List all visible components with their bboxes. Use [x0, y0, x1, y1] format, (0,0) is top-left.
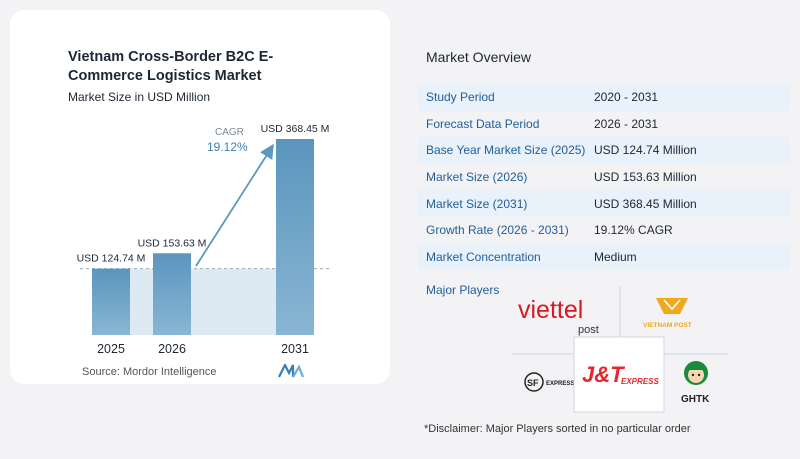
sf-text: SF	[527, 378, 539, 388]
bar-chart: USD 124.74 M 2025 USD 153.63 M 2026 USD 368.…	[77, 123, 330, 356]
sf-express-logo: SF EXPRESS	[524, 372, 574, 392]
overview-row-growth-rate: Growth Rate (2026 - 2031) 19.12% CAGR	[418, 217, 790, 244]
overview-row-base-year: Base Year Market Size (2025) USD 124.74 …	[418, 137, 790, 164]
major-players-title: Major Players	[426, 283, 500, 297]
mordor-logo-icon	[278, 364, 304, 378]
row-value: 19.12% CAGR	[594, 223, 673, 238]
viettel-post-sub-text: post	[578, 324, 599, 336]
overview-row-size-2026: Market Size (2026) USD 153.63 Million	[418, 164, 790, 191]
overview-table: Study Period 2020 - 2031 Forecast Data P…	[418, 84, 790, 271]
overview-row-study-period: Study Period 2020 - 2031	[418, 84, 790, 111]
jt-text: J&T	[582, 362, 625, 387]
bar-2026	[153, 253, 191, 335]
viettel-post-logo: viettel post	[518, 296, 599, 336]
row-value: Medium	[594, 249, 637, 264]
row-value: USD 368.45 Million	[594, 196, 697, 211]
market-overview-panel: Market Overview Study Period 2020 - 2031…	[418, 0, 790, 459]
vietnam-post-text: VIETNAM POST	[643, 322, 692, 329]
disclaimer: *Disclaimer: Major Players sorted in no …	[424, 423, 691, 435]
overview-row-size-2031: Market Size (2031) USD 368.45 Million	[418, 190, 790, 217]
value-label-2031: USD 368.45 M	[261, 123, 330, 135]
jt-express-text: EXPRESS	[621, 377, 659, 386]
bar-2025	[92, 268, 130, 335]
jt-express-box	[573, 336, 665, 413]
vietnam-post-logo: VIETNAM POST	[643, 298, 692, 329]
value-label-2025: USD 124.74 M	[77, 253, 146, 265]
source-note: Source: Mordor Intelligence	[82, 366, 217, 378]
ghtk-logo: GHTK	[681, 361, 710, 405]
overview-title: Market Overview	[426, 49, 532, 65]
overview-row-forecast-period: Forecast Data Period 2026 - 2031	[418, 111, 790, 138]
row-value: USD 153.63 Million	[594, 170, 697, 185]
cagr-arrow	[195, 143, 274, 267]
row-label: Market Concentration	[426, 249, 541, 264]
value-label-2026: USD 153.63 M	[138, 237, 207, 249]
row-label: Growth Rate (2026 - 2031)	[426, 223, 569, 238]
cagr-label: CAGR	[215, 127, 244, 138]
jt-express-logo: J&T EXPRESS	[573, 336, 665, 413]
sf-express-text: EXPRESS	[546, 381, 574, 387]
row-value: 2020 - 2031	[594, 90, 659, 105]
bar-2031	[276, 139, 314, 335]
row-label: Market Size (2031)	[426, 196, 528, 211]
row-label: Forecast Data Period	[426, 116, 540, 131]
chart-subtitle: Market Size in USD Million	[68, 90, 211, 104]
major-players-logos: viettel post VIETNAM POST SF EXPRESS J&T…	[512, 286, 728, 413]
viettel-logo-text: viettel	[518, 296, 583, 324]
chart-title: Vietnam Cross-Border B2C E-Commerce Logi…	[68, 49, 274, 84]
row-value: 2026 - 2031	[594, 116, 659, 131]
category-label-2031: 2031	[281, 342, 309, 356]
cagr-value: 19.12%	[207, 140, 248, 154]
category-label-2026: 2026	[158, 342, 186, 356]
category-label-2025: 2025	[97, 342, 125, 356]
row-value: USD 124.74 Million	[594, 143, 697, 158]
row-label: Study Period	[426, 90, 495, 105]
sf-circle-icon	[524, 372, 544, 392]
row-label: Base Year Market Size (2025)	[426, 143, 586, 158]
row-label: Market Size (2026)	[426, 170, 528, 185]
vietnam-post-emblem-icon	[656, 298, 688, 314]
overview-row-concentration: Market Concentration Medium	[418, 243, 790, 271]
ghtk-text: GHTK	[681, 394, 710, 405]
